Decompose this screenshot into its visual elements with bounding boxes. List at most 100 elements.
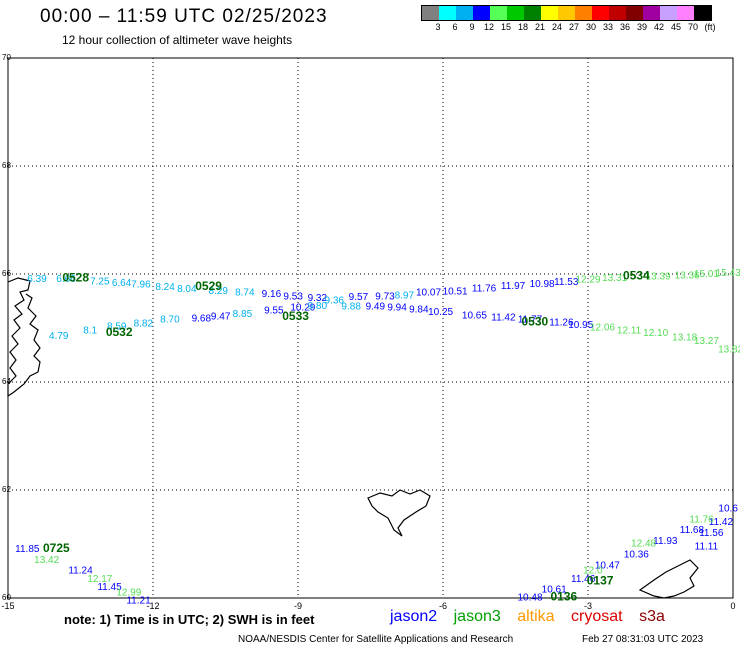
pass-time-label: 0532 — [106, 325, 133, 339]
color-legend: 3 6 9 12 15 18 21 24 27 30 33 36 39 42 45 70 (ft) — [421, 5, 716, 33]
credit-text: NOAA/NESDIS Center for Satellite Applica… — [238, 634, 514, 645]
wave-height-label: 6.64 — [112, 278, 132, 289]
wave-height-label: 9.57 — [349, 292, 369, 303]
wave-height-label: 10.48 — [517, 593, 542, 604]
sat-cryosat: cryosat — [571, 608, 623, 625]
chart-subtitle: 12 hour collection of altimeter wave hei… — [62, 33, 293, 47]
wave-height-label: 4.79 — [49, 331, 69, 342]
wave-height-label: 9.49 — [366, 302, 386, 313]
sat-altika: altika — [517, 608, 555, 625]
map-grid — [8, 58, 733, 598]
legend-label: 15 — [500, 22, 512, 32]
wave-height-label: 10.6 — [718, 504, 738, 515]
wave-height-label: 9.73 — [375, 291, 395, 302]
wave-height-label: 7.25 — [90, 276, 110, 287]
wave-height-label: 9.68 — [192, 314, 212, 325]
wave-height-label: 11.45 — [97, 582, 122, 593]
legend-color-bar — [421, 5, 712, 21]
y-axis-label: 64 — [2, 377, 11, 386]
sat-s3a: s3a — [639, 608, 665, 625]
wave-height-label: 13.31 — [602, 273, 627, 284]
legend-label: 6 — [452, 22, 458, 32]
legend-swatch — [626, 6, 643, 20]
wave-height-label: 13.27 — [694, 336, 719, 347]
wave-height-label: 8.1 — [83, 325, 97, 336]
legend-label: 33 — [602, 22, 614, 32]
timestamp-text: Feb 27 08:31:03 UTC 2023 — [582, 634, 704, 645]
legend-label: 21 — [534, 22, 546, 32]
wave-height-label: 6.39 — [27, 274, 47, 285]
wave-height-label: 12.11 — [617, 325, 642, 336]
coastlines — [7, 277, 699, 599]
wave-height-label: 8.70 — [160, 315, 180, 326]
wave-height-label: 12.48 — [631, 539, 656, 550]
altimeter-tracks: 6.39 6.66 7.25 6.64 7.96 8.24 8.04 8.29 8.74 9.16… — [15, 268, 740, 606]
wave-height-label: 8.85 — [233, 309, 253, 320]
legend-swatch — [507, 6, 524, 20]
legend-label: 45 — [670, 22, 682, 32]
wave-height-label: 10.25 — [428, 307, 453, 318]
legend-label: 12 — [483, 22, 495, 32]
legend-swatch — [524, 6, 541, 20]
wave-height-label: 8.82 — [134, 318, 154, 329]
legend-label: 70 — [687, 22, 699, 32]
legend-label: 30 — [585, 22, 597, 32]
wave-height-label: 10.61 — [542, 585, 567, 596]
x-axis-label: -12 — [146, 601, 159, 611]
wave-height-label: 10.29 — [290, 303, 315, 314]
y-axis-label: 60 — [2, 593, 11, 602]
legend-labels: 3 6 9 12 15 18 21 24 27 30 33 36 39 42 45 70 (ft) — [421, 21, 715, 33]
wave-height-label: 11.42 — [709, 517, 734, 528]
wave-height-label: 8.59 — [107, 322, 127, 333]
legend-swatch — [660, 6, 677, 20]
legend-swatch — [439, 6, 456, 20]
legend-swatch — [490, 6, 507, 20]
wave-height-label: 11.21 — [126, 595, 151, 606]
y-axis-label: 68 — [2, 161, 11, 170]
y-axis-label: 70 — [2, 53, 11, 62]
pass-time-label: 0136 — [550, 590, 577, 604]
legend-label: 27 — [568, 22, 580, 32]
pass-time-label: 0534 — [623, 268, 650, 282]
wave-height-label: 13.42 — [34, 555, 59, 566]
wave-height-label: 10.51 — [443, 287, 468, 298]
pass-time-label: 0528 — [62, 271, 89, 285]
axis-labels: 70 68 66 64 62 60-15 -12 -9 -6 -3 0 — [1, 53, 735, 611]
wave-height-label: 10.47 — [595, 560, 620, 571]
wave-height-label: 11.46 — [571, 574, 596, 585]
x-axis-label: -9 — [294, 601, 302, 611]
x-axis-label: -15 — [1, 601, 14, 611]
wave-height-label: 11.76 — [689, 514, 714, 525]
x-axis-label: -6 — [439, 601, 447, 611]
wave-height-label: 11.11 — [695, 541, 719, 552]
wave-height-label: 12.99 — [116, 587, 141, 598]
wave-height-label: 10.65 — [462, 310, 487, 321]
wave-height-label: 11.53 — [554, 277, 579, 288]
sat-jason2: jason2 — [390, 608, 438, 625]
wave-height-label: 15.01 — [694, 269, 719, 280]
shetland-coastline — [638, 559, 699, 599]
wave-height-label: 8.29 — [209, 286, 229, 297]
wave-height-label: 8.24 — [155, 282, 175, 293]
wave-height-label: 12.29 — [575, 275, 600, 286]
wave-height-label: 12.0 — [583, 566, 603, 577]
wave-height-label: 6.66 — [56, 274, 76, 285]
wave-height-label: 11.85 — [15, 544, 40, 555]
legend-swatch — [558, 6, 575, 20]
pass-time-labels: 0528 0529 0533 0532 0534 0530 0725 0136 0137 — [43, 268, 650, 603]
legend-label: 18 — [517, 22, 529, 32]
wave-height-label: 9.53 — [283, 291, 303, 302]
map-frame — [7, 57, 734, 599]
wave-height-label: 7.96 — [131, 280, 151, 291]
legend-swatch — [422, 6, 439, 20]
wave-height-label: 10.07 — [416, 288, 441, 299]
legend-swatch — [541, 6, 558, 20]
y-axis-label: 66 — [2, 269, 11, 278]
wave-height-label: 12.10 — [643, 328, 668, 339]
wave-height-label: 9.80 — [308, 301, 328, 312]
legend-swatch — [643, 6, 660, 20]
wave-height-label: 10.98 — [530, 279, 555, 290]
wave-height-label: 11.97 — [501, 281, 526, 292]
legend-swatch — [592, 6, 609, 20]
